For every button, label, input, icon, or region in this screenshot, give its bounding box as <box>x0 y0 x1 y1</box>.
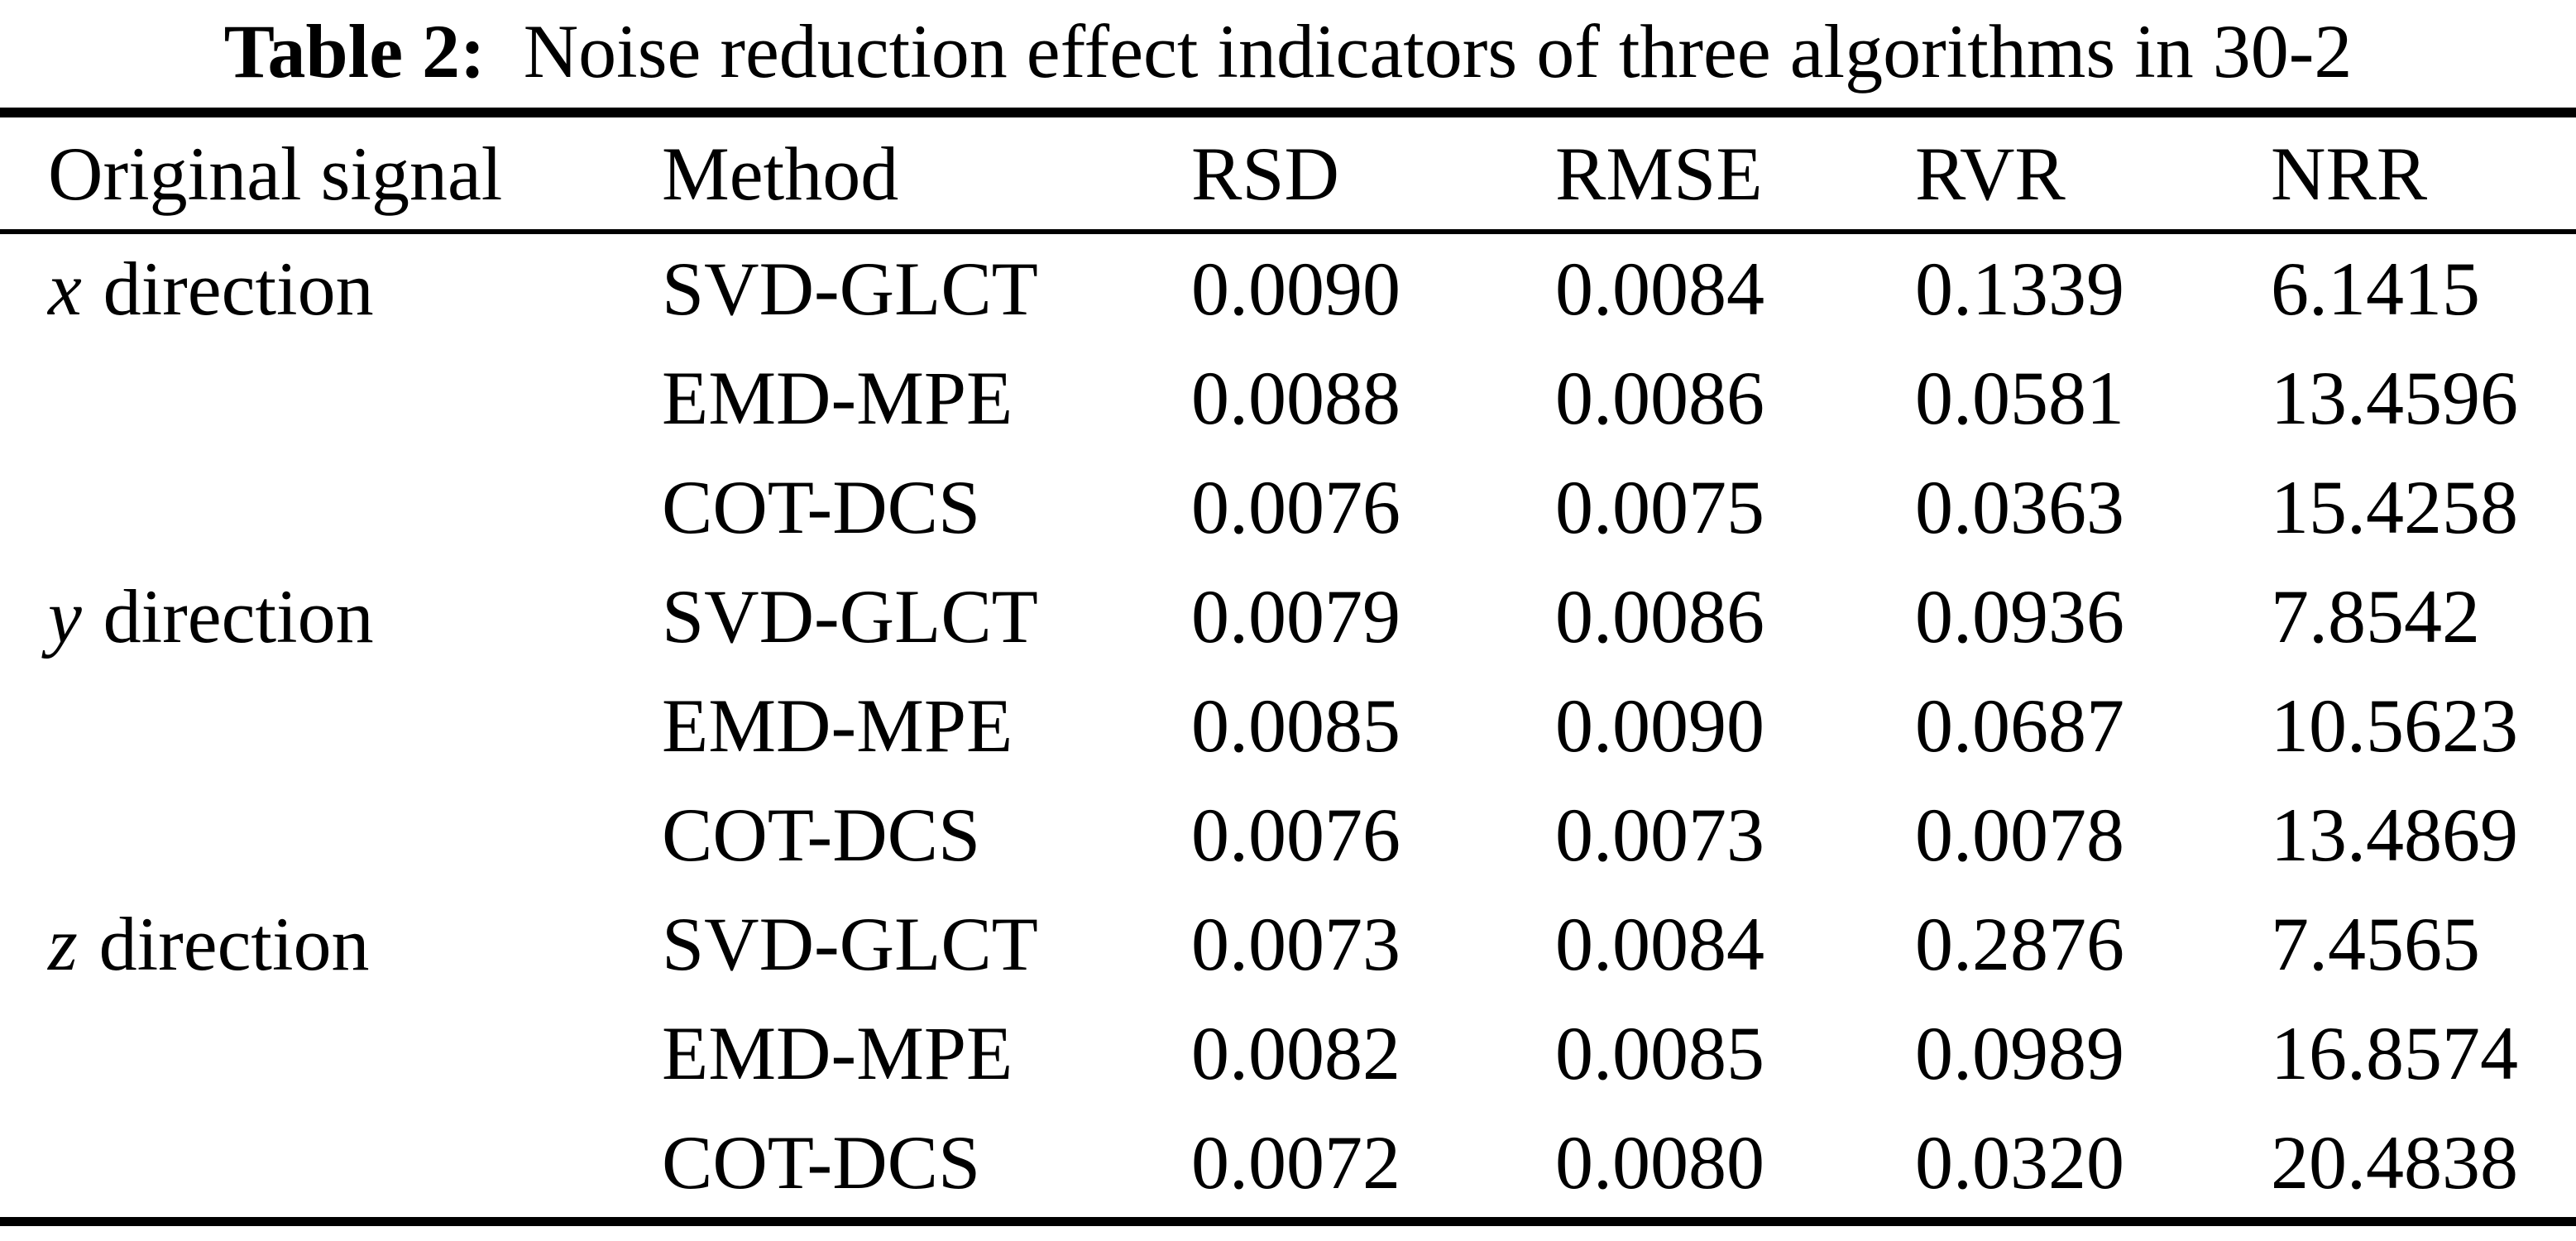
cell-rsd: 0.0072 <box>1191 1120 1401 1205</box>
cell-direction <box>0 1108 662 1222</box>
cell-direction <box>0 671 662 780</box>
direction-word: direction <box>103 574 374 659</box>
table-caption: Noise reduction effect indicators of thr… <box>523 9 2353 93</box>
cell-rmse: 0.0090 <box>1555 683 1764 768</box>
cell-rvr: 0.0936 <box>1915 574 2124 659</box>
table-title: Table 2: Noise reduction effect indicator… <box>0 0 2576 108</box>
direction-letter: x <box>48 247 82 331</box>
cell-method: EMD-MPE <box>662 683 1013 768</box>
cell-rvr: 0.2876 <box>1915 902 2124 986</box>
cell-rsd: 0.0090 <box>1191 247 1401 331</box>
cell-rmse: 0.0085 <box>1555 1011 1764 1095</box>
cell-method: EMD-MPE <box>662 1011 1013 1095</box>
table-row: EMD-MPE 0.0088 0.0086 0.0581 13.4596 <box>0 343 2576 453</box>
cell-rmse: 0.0075 <box>1555 465 1764 549</box>
cell-rmse: 0.0086 <box>1555 356 1764 440</box>
cell-direction: y direction <box>0 562 662 671</box>
cell-nrr: 20.4838 <box>2271 1120 2518 1205</box>
cell-rvr: 0.0078 <box>1915 793 2124 877</box>
cell-nrr: 10.5623 <box>2271 683 2518 768</box>
cell-nrr: 16.8574 <box>2271 1011 2518 1095</box>
cell-rvr: 0.1339 <box>1915 247 2124 331</box>
cell-direction <box>0 343 662 453</box>
table-row: x direction SVD-GLCT 0.0090 0.0084 0.1339… <box>0 232 2576 343</box>
table-row: COT-DCS 0.0076 0.0073 0.0078 13.4869 <box>0 780 2576 889</box>
direction-letter: y <box>48 574 82 659</box>
cell-direction <box>0 780 662 889</box>
cell-direction <box>0 453 662 562</box>
table-number-label: Table 2: <box>223 9 486 93</box>
header-rmse: RMSE <box>1555 113 1915 234</box>
cell-nrr: 15.4258 <box>2271 465 2518 549</box>
header-method: Method <box>662 113 1191 234</box>
cell-method: COT-DCS <box>662 1120 981 1205</box>
cell-nrr: 13.4869 <box>2271 793 2518 877</box>
cell-direction: x direction <box>0 232 662 343</box>
indicators-table: Original signal Method RSD RMSE RVR NRR … <box>0 108 2576 1226</box>
header-rsd: RSD <box>1191 113 1555 234</box>
cell-method: SVD-GLCT <box>662 902 1038 986</box>
cell-rmse: 0.0086 <box>1555 574 1764 659</box>
cell-nrr: 6.1415 <box>2271 247 2480 331</box>
cell-nrr: 13.4596 <box>2271 356 2518 440</box>
cell-rmse: 0.0084 <box>1555 902 1764 986</box>
header-original-signal: Original signal <box>0 113 662 234</box>
cell-rvr: 0.0320 <box>1915 1120 2124 1205</box>
cell-rvr: 0.0989 <box>1915 1011 2124 1095</box>
cell-rmse: 0.0080 <box>1555 1120 1764 1205</box>
cell-rsd: 0.0076 <box>1191 793 1401 877</box>
header-rvr: RVR <box>1915 113 2271 234</box>
table-row: COT-DCS 0.0076 0.0075 0.0363 15.4258 <box>0 453 2576 562</box>
cell-rvr: 0.0687 <box>1915 683 2124 768</box>
table-row: y direction SVD-GLCT 0.0079 0.0086 0.0936… <box>0 562 2576 671</box>
cell-direction: z direction <box>0 889 662 999</box>
direction-word: direction <box>98 902 370 986</box>
cell-nrr: 7.4565 <box>2271 902 2480 986</box>
cell-rsd: 0.0088 <box>1191 356 1401 440</box>
cell-rvr: 0.0581 <box>1915 356 2124 440</box>
cell-rmse: 0.0073 <box>1555 793 1764 877</box>
direction-word: direction <box>103 247 374 331</box>
cell-rsd: 0.0073 <box>1191 902 1401 986</box>
cell-rsd: 0.0079 <box>1191 574 1401 659</box>
cell-rsd: 0.0082 <box>1191 1011 1401 1095</box>
cell-rsd: 0.0085 <box>1191 683 1401 768</box>
cell-method: EMD-MPE <box>662 356 1013 440</box>
cell-rmse: 0.0084 <box>1555 247 1764 331</box>
cell-rvr: 0.0363 <box>1915 465 2124 549</box>
cell-method: SVD-GLCT <box>662 247 1038 331</box>
table-row: z direction SVD-GLCT 0.0073 0.0084 0.2876… <box>0 889 2576 999</box>
header-nrr: NRR <box>2271 113 2576 234</box>
direction-letter: z <box>48 902 78 986</box>
cell-rsd: 0.0076 <box>1191 465 1401 549</box>
cell-method: SVD-GLCT <box>662 574 1038 659</box>
table-row: EMD-MPE 0.0085 0.0090 0.0687 10.5623 <box>0 671 2576 780</box>
table-header-row: Original signal Method RSD RMSE RVR NRR <box>0 113 2576 234</box>
cell-direction <box>0 999 662 1108</box>
cell-method: COT-DCS <box>662 465 981 549</box>
table-row: COT-DCS 0.0072 0.0080 0.0320 20.4838 <box>0 1108 2576 1222</box>
cell-method: COT-DCS <box>662 793 981 877</box>
table-row: EMD-MPE 0.0082 0.0085 0.0989 16.8574 <box>0 999 2576 1108</box>
cell-nrr: 7.8542 <box>2271 574 2480 659</box>
